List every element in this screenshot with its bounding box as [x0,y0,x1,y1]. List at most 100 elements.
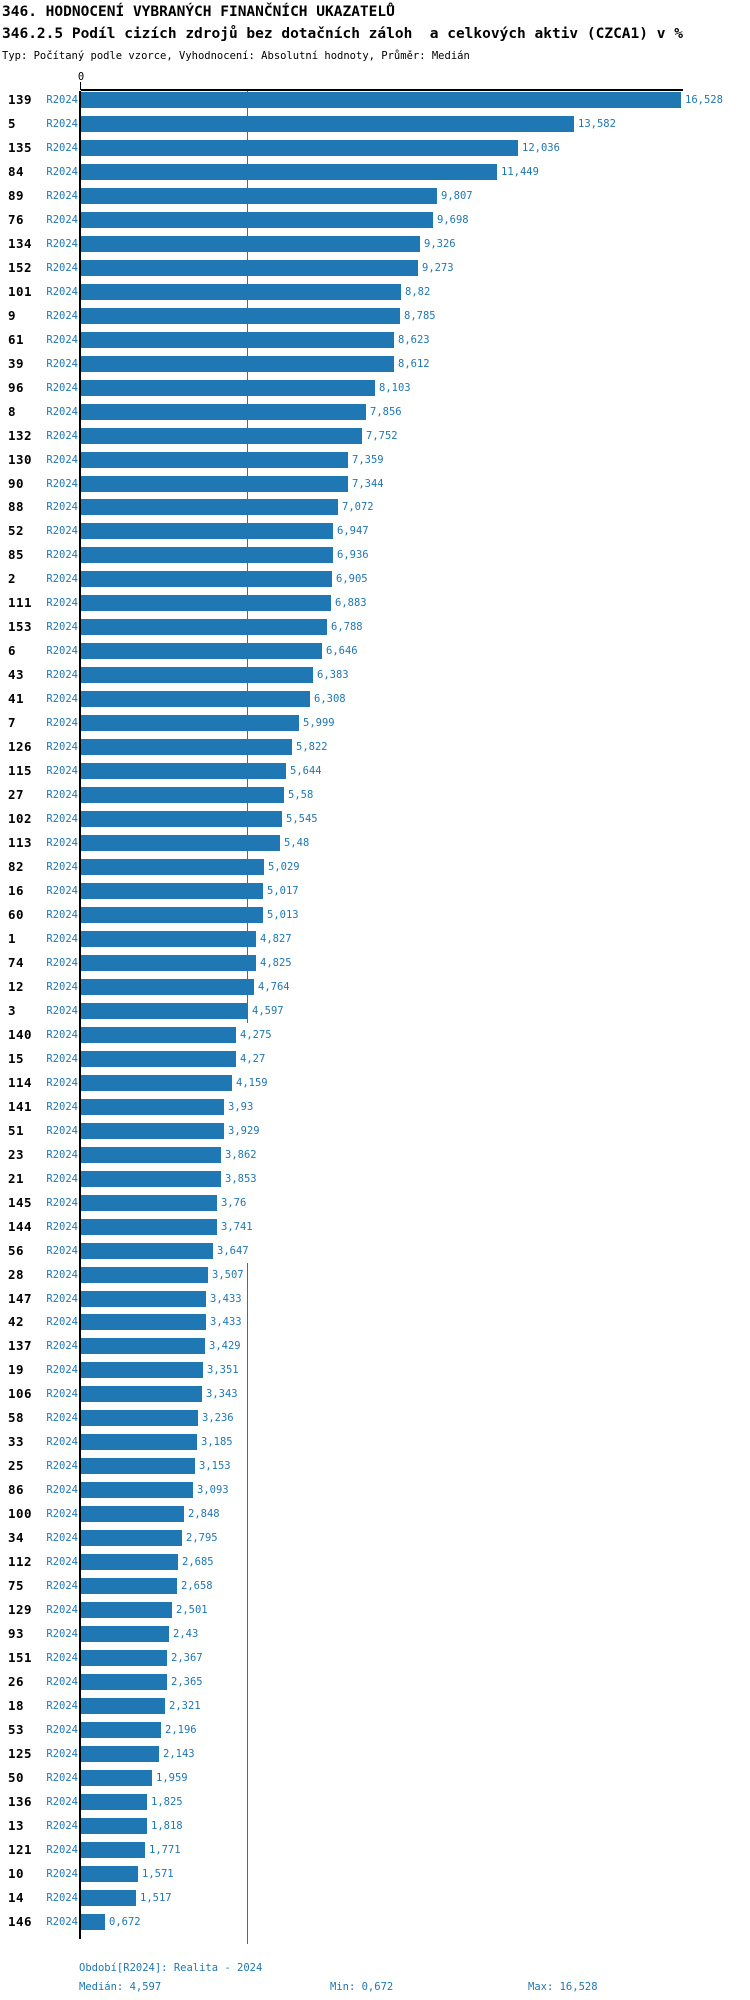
row-category-label: 18 [8,1697,25,1713]
row-category-label: 75 [8,1578,25,1594]
row-bar [81,475,348,492]
row-value-label: 5,822 [294,735,330,760]
row-series-label: R2024 [46,1292,78,1305]
row-series-label: R2024 [46,1076,78,1089]
row-value-label: 3,862 [223,1142,259,1167]
row-value-label: 5,644 [288,759,324,784]
row-series-label: R2024 [46,741,78,754]
row-bar [81,667,313,684]
bar-row: 151 R2024 2,367 [0,1646,750,1671]
row-category-label: 126 [8,739,33,755]
row-bar [81,1650,167,1667]
row-category-label: 42 [8,1314,25,1330]
row-value-label: 7,344 [350,471,386,496]
row-value-label: 2,321 [167,1693,203,1718]
row-series-label: R2024 [46,357,78,370]
row-bar [81,571,332,588]
row-series-label: R2024 [46,765,78,778]
row-series-label: R2024 [46,501,78,514]
bar-row: 75 R2024 2,658 [0,1574,750,1599]
row-series-label: R2024 [46,837,78,850]
row-series-label: R2024 [46,1604,78,1617]
bar-row: 16 R2024 5,017 [0,879,750,903]
row-value-label: 3,741 [219,1214,255,1239]
bar-row: 61 R2024 8,623 [0,327,750,352]
row-bar [81,1434,197,1451]
row-value-label: 5,013 [265,902,301,927]
row-series-label: R2024 [46,1028,78,1041]
row-bar [81,1841,145,1858]
row-bar [81,1674,167,1691]
bar-row: 96 R2024 8,103 [0,375,750,400]
row-series-label: R2024 [46,1771,78,1784]
row-series-label: R2024 [46,429,78,442]
row-bar [81,235,420,252]
row-series-label: R2024 [46,1244,78,1257]
row-series-label: R2024 [46,94,78,106]
footer-min: Min: 0,672 [330,1981,394,1993]
row-category-label: 26 [8,1674,25,1690]
row-category-label: 121 [8,1841,33,1857]
row-value-label: 6,646 [324,639,360,664]
row-category-label: 43 [8,667,25,683]
row-value-label: 2,658 [179,1574,215,1599]
row-bar [81,715,299,732]
row-bar [81,691,310,708]
row-series-label: R2024 [46,980,78,993]
row-category-label: 23 [8,1146,25,1162]
row-series-label: R2024 [46,932,78,945]
row-category-label: 134 [8,235,33,251]
bar-row: 33 R2024 3,185 [0,1430,750,1455]
row-bar [81,139,518,156]
row-value-label: 3,153 [197,1454,233,1479]
row-category-label: 13 [8,1817,25,1833]
row-category-label: 14 [8,1889,25,1905]
row-category-label: 101 [8,283,33,299]
row-value-label: 2,848 [186,1502,222,1527]
row-value-label: 6,308 [312,687,348,712]
row-bar [81,1290,206,1307]
row-value-label: 6,383 [315,663,351,688]
row-bar [81,1410,198,1427]
row-series-label: R2024 [46,1124,78,1137]
row-series-label: R2024 [46,1340,78,1353]
bar-row: 76 R2024 9,698 [0,207,750,232]
row-value-label: 11,449 [499,159,541,184]
bar-row: 8 R2024 7,856 [0,399,750,424]
row-series-label: R2024 [46,1172,78,1185]
row-value-label: 6,883 [333,591,369,616]
bar-row: 13 R2024 1,818 [0,1813,750,1838]
row-value-label: 4,825 [258,950,294,975]
row-bar [81,187,437,204]
row-bar [81,1458,195,1475]
row-bar [81,379,375,396]
row-series-label: R2024 [46,237,78,250]
bar-row: 136 R2024 1,825 [0,1789,750,1814]
row-series-label: R2024 [46,693,78,706]
row-bar [81,1626,169,1643]
row-category-label: 100 [8,1506,33,1522]
row-value-label: 6,936 [335,543,371,568]
page-title: 346. HODNOCENÍ VYBRANÝCH FINANČNÍCH UKAZ… [2,4,395,20]
row-bar [81,1266,208,1283]
row-value-label: 5,999 [301,711,337,736]
bar-row: 132 R2024 7,752 [0,423,750,448]
bar-row: 134 R2024 9,326 [0,231,750,256]
row-value-label: 5,017 [265,879,301,903]
row-bar [81,883,263,899]
row-category-label: 114 [8,1074,33,1090]
bar-row: 3 R2024 4,597 [0,998,750,1023]
row-category-label: 141 [8,1098,33,1114]
row-series-label: R2024 [46,861,78,874]
row-bar [81,739,292,756]
row-category-label: 53 [8,1721,25,1737]
bar-row: 18 R2024 2,321 [0,1693,750,1718]
row-value-label: 8,623 [396,327,432,352]
bar-row: 90 R2024 7,344 [0,471,750,496]
bar-row: 111 R2024 6,883 [0,591,750,616]
row-series-label: R2024 [46,285,78,298]
bar-row: 147 R2024 3,433 [0,1286,750,1311]
row-value-label: 2,43 [171,1622,201,1647]
row-value-label: 6,947 [335,519,371,544]
row-series-label: R2024 [46,1676,78,1689]
